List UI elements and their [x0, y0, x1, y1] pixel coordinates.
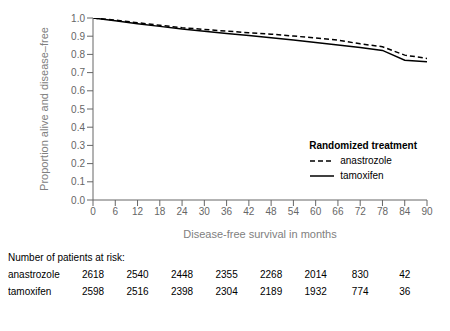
- svg-text:66: 66: [332, 206, 344, 217]
- svg-text:72: 72: [355, 206, 367, 217]
- svg-text:6: 6: [112, 206, 118, 217]
- svg-text:12: 12: [132, 206, 144, 217]
- html-text:2516: 2516: [126, 286, 149, 297]
- svg-text:48: 48: [266, 206, 278, 217]
- svg-text:90: 90: [421, 206, 433, 217]
- html-text:2268: 2268: [260, 269, 283, 280]
- html-text:830: 830: [351, 269, 369, 280]
- html-text:anastrozole: anastrozole: [8, 269, 60, 280]
- svg-text:36: 36: [221, 206, 233, 217]
- html-text:Randomized treatment: Randomized treatment: [309, 140, 417, 151]
- svg-text:0.5: 0.5: [71, 104, 85, 115]
- svg-text:0.8: 0.8: [71, 49, 85, 60]
- svg-text:0.7: 0.7: [71, 67, 85, 78]
- svg-text:1.0: 1.0: [71, 13, 85, 24]
- svg-text:Proportion alive and disease–f: Proportion alive and disease–free: [38, 27, 50, 191]
- svg-text:54: 54: [288, 206, 300, 217]
- html-text:2014: 2014: [304, 269, 327, 280]
- html-text:2540: 2540: [126, 269, 149, 280]
- html-text:tamoxifen: tamoxifen: [340, 170, 384, 181]
- html-text:2448: 2448: [170, 269, 194, 280]
- svg-text:24: 24: [177, 206, 189, 217]
- svg-text:0.2: 0.2: [71, 158, 85, 169]
- html-text:2398: 2398: [170, 286, 194, 297]
- html-text:2189: 2189: [260, 286, 283, 297]
- svg-text:42: 42: [243, 206, 255, 217]
- svg-text:0.4: 0.4: [71, 122, 85, 133]
- svg-text:Disease-free survival in month: Disease-free survival in months: [183, 228, 337, 240]
- svg-text:78: 78: [377, 206, 389, 217]
- html-text:1932: 1932: [304, 286, 327, 297]
- html-text:42: 42: [399, 269, 411, 280]
- svg-text:0.1: 0.1: [71, 176, 85, 187]
- svg-text:30: 30: [199, 206, 211, 217]
- html-text:2304: 2304: [215, 286, 238, 297]
- html-text:anastrozole: anastrozole: [340, 155, 392, 166]
- html-text:2618: 2618: [81, 269, 105, 280]
- svg-text:0.3: 0.3: [71, 140, 85, 151]
- svg-text:0: 0: [90, 206, 96, 217]
- svg-text:0.0: 0.0: [71, 195, 85, 206]
- svg-text:0.6: 0.6: [71, 85, 85, 96]
- html-text:Number of patients at risk:: Number of patients at risk:: [8, 252, 125, 263]
- html-text:tamoxifen: tamoxifen: [8, 286, 52, 297]
- html-text:2598: 2598: [81, 286, 105, 297]
- html-text:2355: 2355: [215, 269, 238, 280]
- svg-text:18: 18: [154, 206, 166, 217]
- html-text:774: 774: [351, 286, 369, 297]
- svg-text:0.9: 0.9: [71, 31, 85, 42]
- svg-text:84: 84: [399, 206, 411, 217]
- html-text:36: 36: [399, 286, 411, 297]
- svg-text:60: 60: [310, 206, 322, 217]
